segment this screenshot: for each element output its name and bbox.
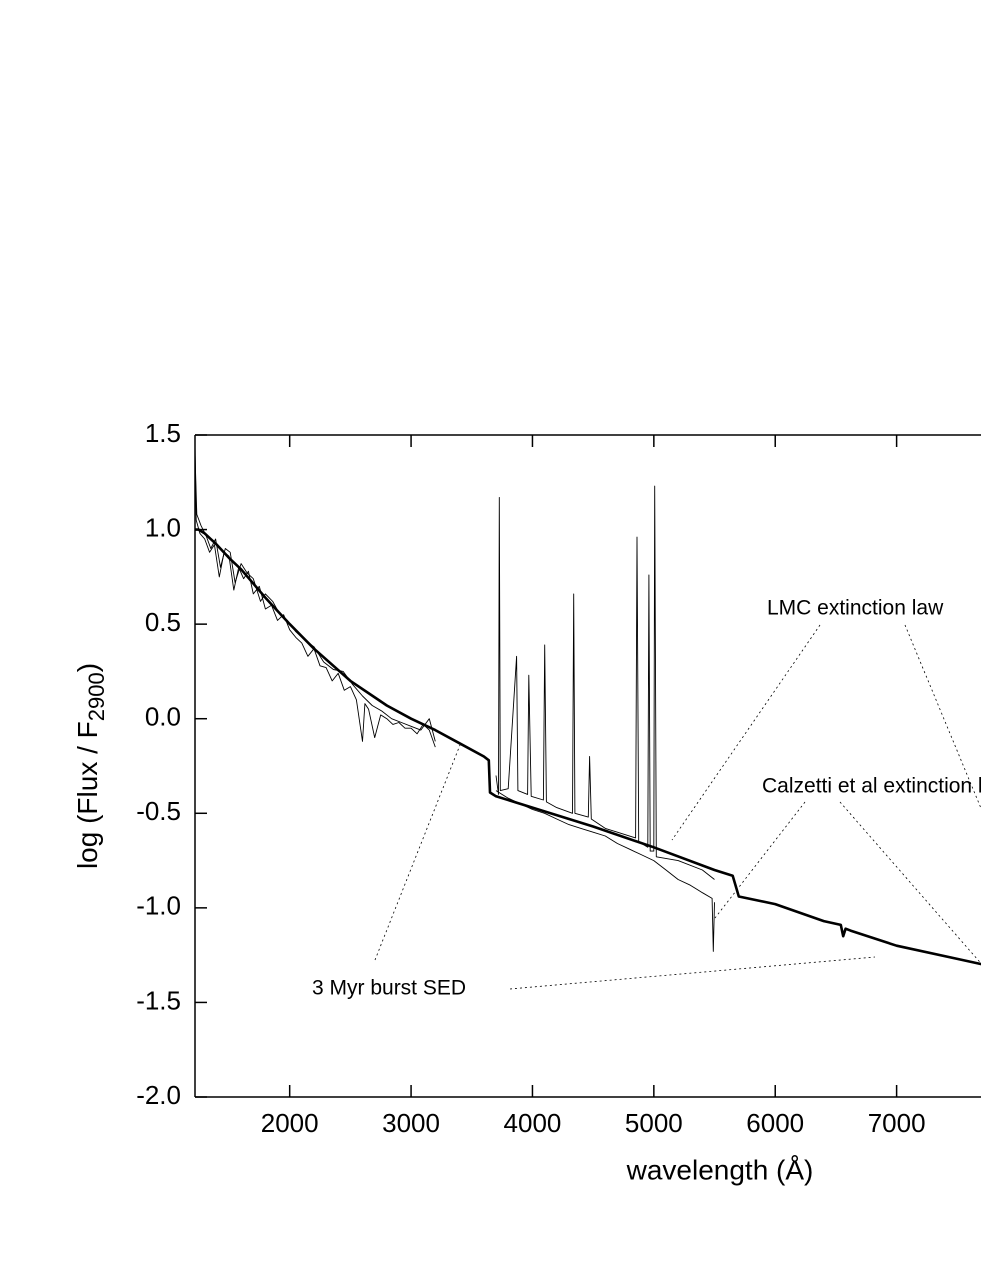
y-axis-label: log (Flux / F2900) — [72, 663, 108, 869]
y-label-main: log (Flux / F — [72, 721, 103, 869]
y-tick-label: 0.0 — [145, 702, 181, 732]
y-tick-label: 1.0 — [145, 512, 181, 542]
y-tick-label: 1.5 — [145, 418, 181, 448]
leader-line — [671, 624, 821, 841]
y-tick-label: -1.5 — [136, 985, 181, 1015]
annotation: Calzetti et al extinction law — [762, 775, 981, 798]
leader-line — [374, 744, 461, 961]
leader-line — [904, 624, 981, 810]
series-line — [195, 528, 981, 966]
x-tick-label: 7000 — [868, 1108, 926, 1138]
x-tick-label: 6000 — [746, 1108, 804, 1138]
x-tick-label: 5000 — [625, 1108, 683, 1138]
y-tick-label: -1.0 — [136, 891, 181, 921]
annotations: LMC extinction law Calzetti et al extinc… — [312, 597, 981, 1000]
series-line — [194, 453, 715, 880]
annotation: 3 Myr burst SED — [312, 977, 466, 1000]
y-label-close: ) — [72, 663, 103, 672]
x-axis-label: wavelength (Å) — [626, 1154, 814, 1185]
x-tick-label: 2000 — [261, 1108, 319, 1138]
plot-frame — [194, 434, 981, 1098]
y-label-subscript: 2900 — [84, 672, 109, 721]
y-tick-label: -2.0 — [136, 1080, 181, 1110]
leader-line — [839, 801, 981, 965]
annotation: LMC extinction law — [767, 597, 944, 620]
y-tick-label: 0.5 — [145, 607, 181, 637]
series-line — [194, 444, 715, 952]
leader-line — [509, 956, 876, 990]
x-tick-label: 4000 — [504, 1108, 562, 1138]
x-tick-label: 3000 — [382, 1108, 440, 1138]
y-tick-label: -0.5 — [136, 796, 181, 826]
